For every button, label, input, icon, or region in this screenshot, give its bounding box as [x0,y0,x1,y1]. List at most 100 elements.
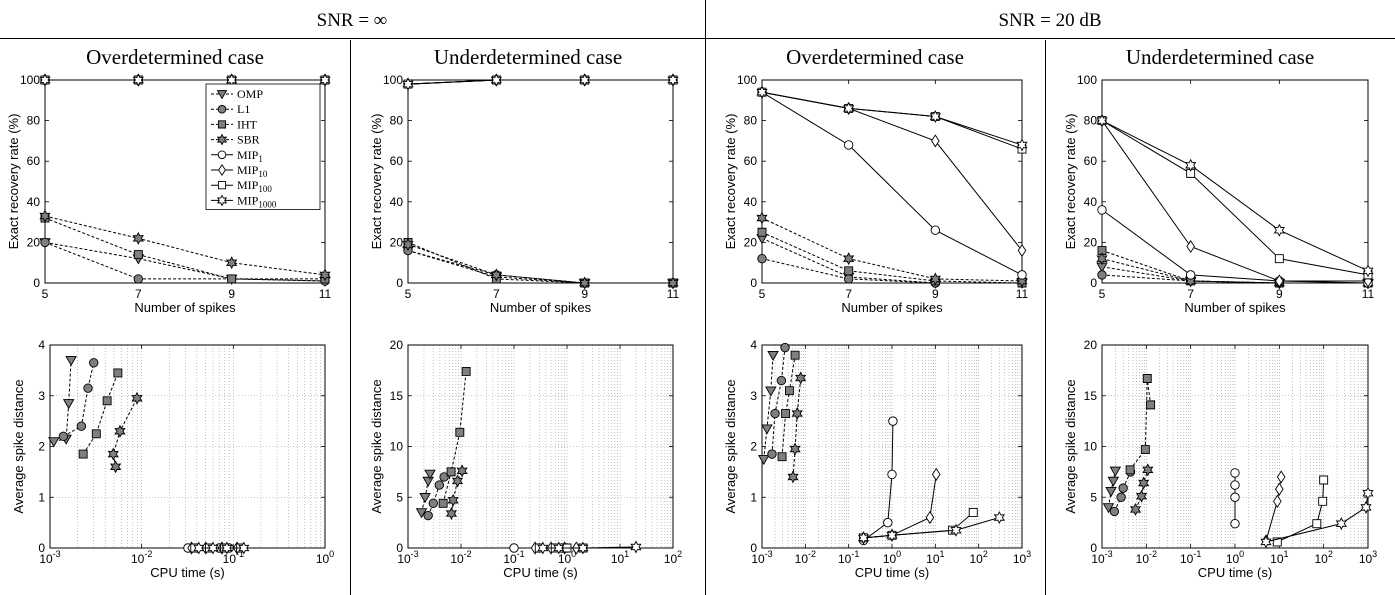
series-line [792,377,802,477]
data-point [1109,466,1122,477]
data-point [780,342,790,353]
series-iht [40,213,330,284]
series-line [761,91,1023,146]
y-tick-label: 3 [750,389,757,403]
legend-label: OMP [237,87,263,101]
data-point [133,250,143,260]
data-point [579,73,591,87]
series-line [761,217,1023,282]
data-point [62,399,75,410]
data-point [553,541,565,555]
panel-title-under-inf: Underdetermined case [434,45,622,69]
data-point [791,407,803,420]
series-line [407,250,673,284]
data-point [1146,400,1156,410]
y-tick-label: 40 [1084,195,1098,209]
data-point [1360,500,1372,514]
data-point [843,140,854,150]
data-point [1312,519,1322,529]
data-point [931,467,941,481]
data-point [1186,239,1195,254]
axes-box [761,79,1023,284]
legend-subscript: 10 [258,169,268,179]
data-point [929,110,941,124]
legend-label: MIP1 [237,148,263,164]
data-point [1138,476,1150,490]
series-l1 [40,237,330,286]
data-point [490,73,502,87]
series-mip1000 [402,73,679,91]
data-point [238,541,250,555]
series-line [761,91,1023,150]
data-point [434,480,445,490]
y-tick-label: 60 [390,154,404,168]
y-axis-label: Exact recovery rate (%) [369,114,384,250]
series-sbr [445,464,468,520]
series-line [1265,493,1369,543]
legend-marker [217,120,227,129]
x-tick-label: 11 [1362,287,1375,301]
x-tick-label: 10-2 [795,549,816,566]
data-point [790,350,800,360]
y-axis-label: Exact recovery rate (%) [1063,114,1078,250]
x-tick-label: 102 [1314,549,1332,566]
series-iht [78,368,123,459]
data-point [887,469,897,480]
x-tick-exponent: 0 [1239,549,1244,559]
data-point [319,73,331,87]
data-point [451,474,464,488]
x-tick-label: 11 [667,287,680,301]
data-point [110,460,122,474]
series-mip10 [757,85,1027,258]
data-point [843,274,854,284]
data-point [226,256,238,270]
x-tick-exponent: 2 [677,549,682,559]
y-tick-label: 80 [1084,114,1098,128]
legend-marker [218,164,226,176]
y-tick-label: 80 [744,114,758,128]
data-point [423,510,433,521]
data-point [419,493,431,504]
snr-left-header: SNR = ∞ [317,10,388,31]
series-omp [415,469,436,519]
data-point [1097,246,1107,255]
x-tick-label: 9 [1276,287,1283,301]
data-point [461,366,471,376]
data-point [207,541,219,555]
data-point [843,252,855,266]
data-point [579,276,591,290]
data-point [767,449,777,459]
data-point [1230,468,1240,478]
series-line [863,517,1000,539]
data-point [1097,205,1107,215]
data-point [883,517,893,528]
series-line [450,470,463,514]
x-tick-label: 9 [228,287,235,301]
y-tick-label: 4 [38,338,45,352]
y-tick-label: 20 [27,235,41,249]
data-point [758,454,770,466]
data-point [39,73,51,87]
series-mip10 [1097,114,1373,288]
y-axis-label: Average spike distance [11,379,26,513]
data-point [1319,475,1329,485]
x-tick-label: 7 [135,287,142,301]
x-tick-label: 11 [319,287,332,301]
legend-subscript: 1 [258,154,263,164]
legend-subscript: 1000 [258,199,277,209]
data-point [422,476,434,487]
series-mip1 [757,87,1027,280]
data-point [1096,252,1108,266]
y-tick-label: 60 [744,154,758,168]
x-tick-label: 10-2 [131,549,152,566]
data-point [1140,445,1150,454]
data-point [1118,483,1128,493]
x-axis-label: Number of spikes [490,300,592,315]
y-tick-label: 2 [38,440,45,454]
grid [408,345,673,548]
series-line [1101,258,1368,284]
data-point [1273,223,1285,237]
